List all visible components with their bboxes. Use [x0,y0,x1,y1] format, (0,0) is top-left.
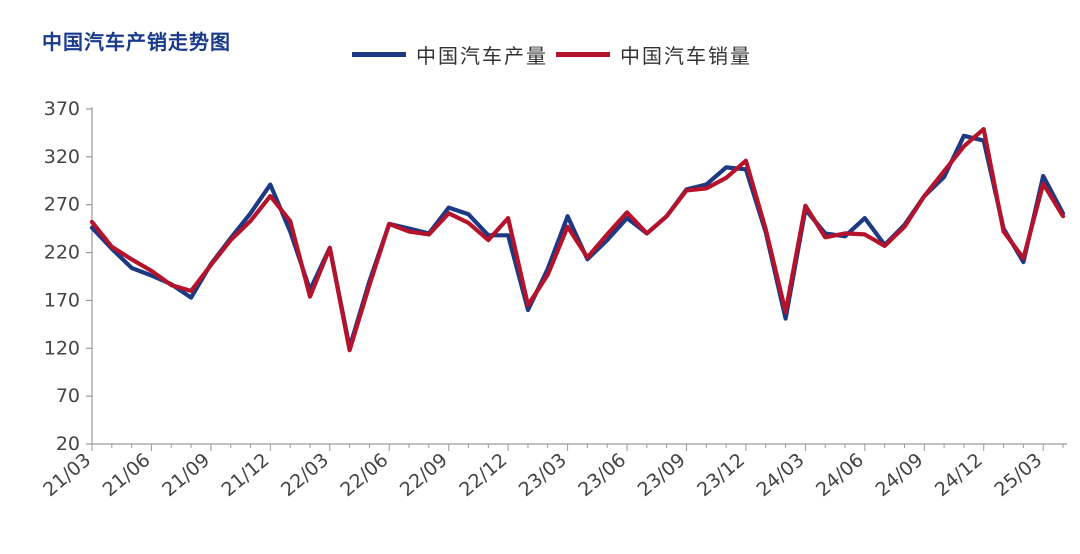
x-tick-label: 24/06 [812,449,868,501]
x-tick-label: 24/03 [753,449,809,501]
legend-label-production: 中国汽车产量 [416,44,548,68]
y-tick-label: 20 [56,433,80,455]
x-tick-label: 24/12 [931,449,987,501]
y-tick-label: 120 [44,337,80,359]
x-tick-label: 21/09 [158,449,214,501]
series-layer [89,127,1066,353]
legend-swatch-sales [556,52,610,57]
x-tick-label: 22/06 [336,449,392,501]
y-tick-label: 220 [44,242,80,264]
legend-label-sales: 中国汽车销量 [620,44,752,68]
x-tick-label: 23/03 [515,449,571,501]
x-tick-label: 21/12 [217,449,273,501]
x-tick-label: 21/03 [39,449,95,501]
chart-title: 中国汽车产销走势图 [42,30,231,54]
x-tick-label: 22/12 [455,449,511,501]
legend-swatch-production [352,52,406,57]
x-tick-label: 24/09 [871,449,927,501]
series-line-sales [89,127,1066,353]
y-tick-label: 270 [44,194,80,216]
legend-item-production: 中国汽车产量 [352,40,548,69]
legend-item-sales: 中国汽车销量 [556,40,752,69]
x-tick-label: 21/06 [99,449,155,501]
legend: 中国汽车产量 中国汽车销量 [352,40,760,69]
y-tick-label: 170 [44,289,80,311]
x-tick-label: 22/09 [396,449,452,501]
y-tick-label: 320 [44,146,80,168]
x-tick-label: 22/03 [277,449,333,501]
y-tick-label: 70 [56,385,80,407]
x-tick-label: 23/06 [574,449,630,501]
x-tick-label: 25/03 [990,449,1046,501]
x-tick-label: 23/09 [634,449,690,501]
x-tick-label: 23/12 [693,449,749,501]
y-tick-label: 370 [44,98,80,120]
axes [86,107,1067,451]
